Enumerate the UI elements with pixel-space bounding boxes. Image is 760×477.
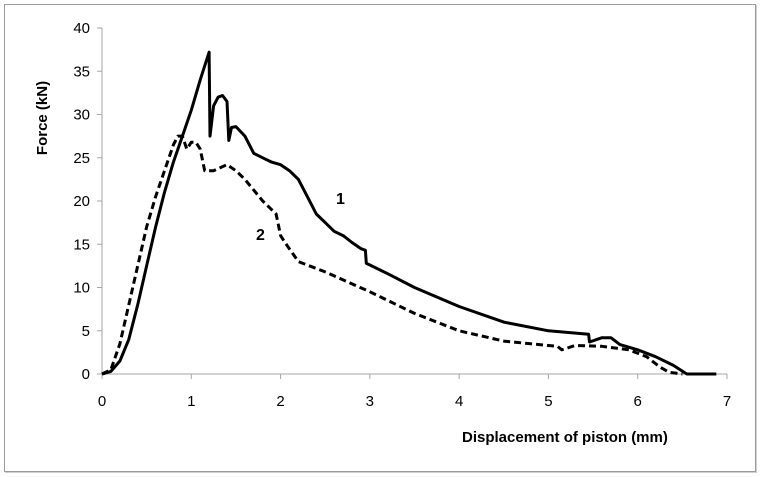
y-tick-label: 0	[82, 366, 90, 383]
y-tick-label: 30	[73, 107, 90, 124]
y-tick-label: 5	[82, 323, 90, 340]
y-tick-label: 25	[73, 150, 90, 167]
x-tick-label: 6	[634, 393, 642, 410]
x-tick-label: 3	[366, 393, 374, 410]
series-2-line	[101, 134, 683, 376]
x-tick-label: 7	[723, 393, 731, 410]
x-tick-label: 2	[276, 393, 284, 410]
y-tick-label: 15	[73, 236, 90, 253]
curve-label-2: 2	[256, 227, 265, 244]
x-tick-label: 4	[455, 393, 463, 410]
series-1-line	[101, 50, 717, 376]
y-axis-title: Force (kN)	[34, 81, 51, 155]
curve-label-1: 1	[336, 191, 345, 208]
x-tick-label: 0	[98, 393, 106, 410]
axes: 0 5 10 15 20 25 30 35 40 0 1 2 3 4 5 6 7	[73, 20, 731, 410]
x-tick-label: 5	[544, 393, 552, 410]
x-tick-label: 1	[187, 393, 195, 410]
y-tick-label: 40	[73, 20, 90, 37]
y-tick-label: 20	[73, 193, 90, 210]
y-tick-label: 35	[73, 63, 90, 80]
y-tick-label: 10	[73, 280, 90, 297]
series-group	[101, 50, 717, 376]
chart-frame	[4, 4, 756, 472]
x-axis-title: Displacement of piston (mm)	[462, 429, 668, 446]
